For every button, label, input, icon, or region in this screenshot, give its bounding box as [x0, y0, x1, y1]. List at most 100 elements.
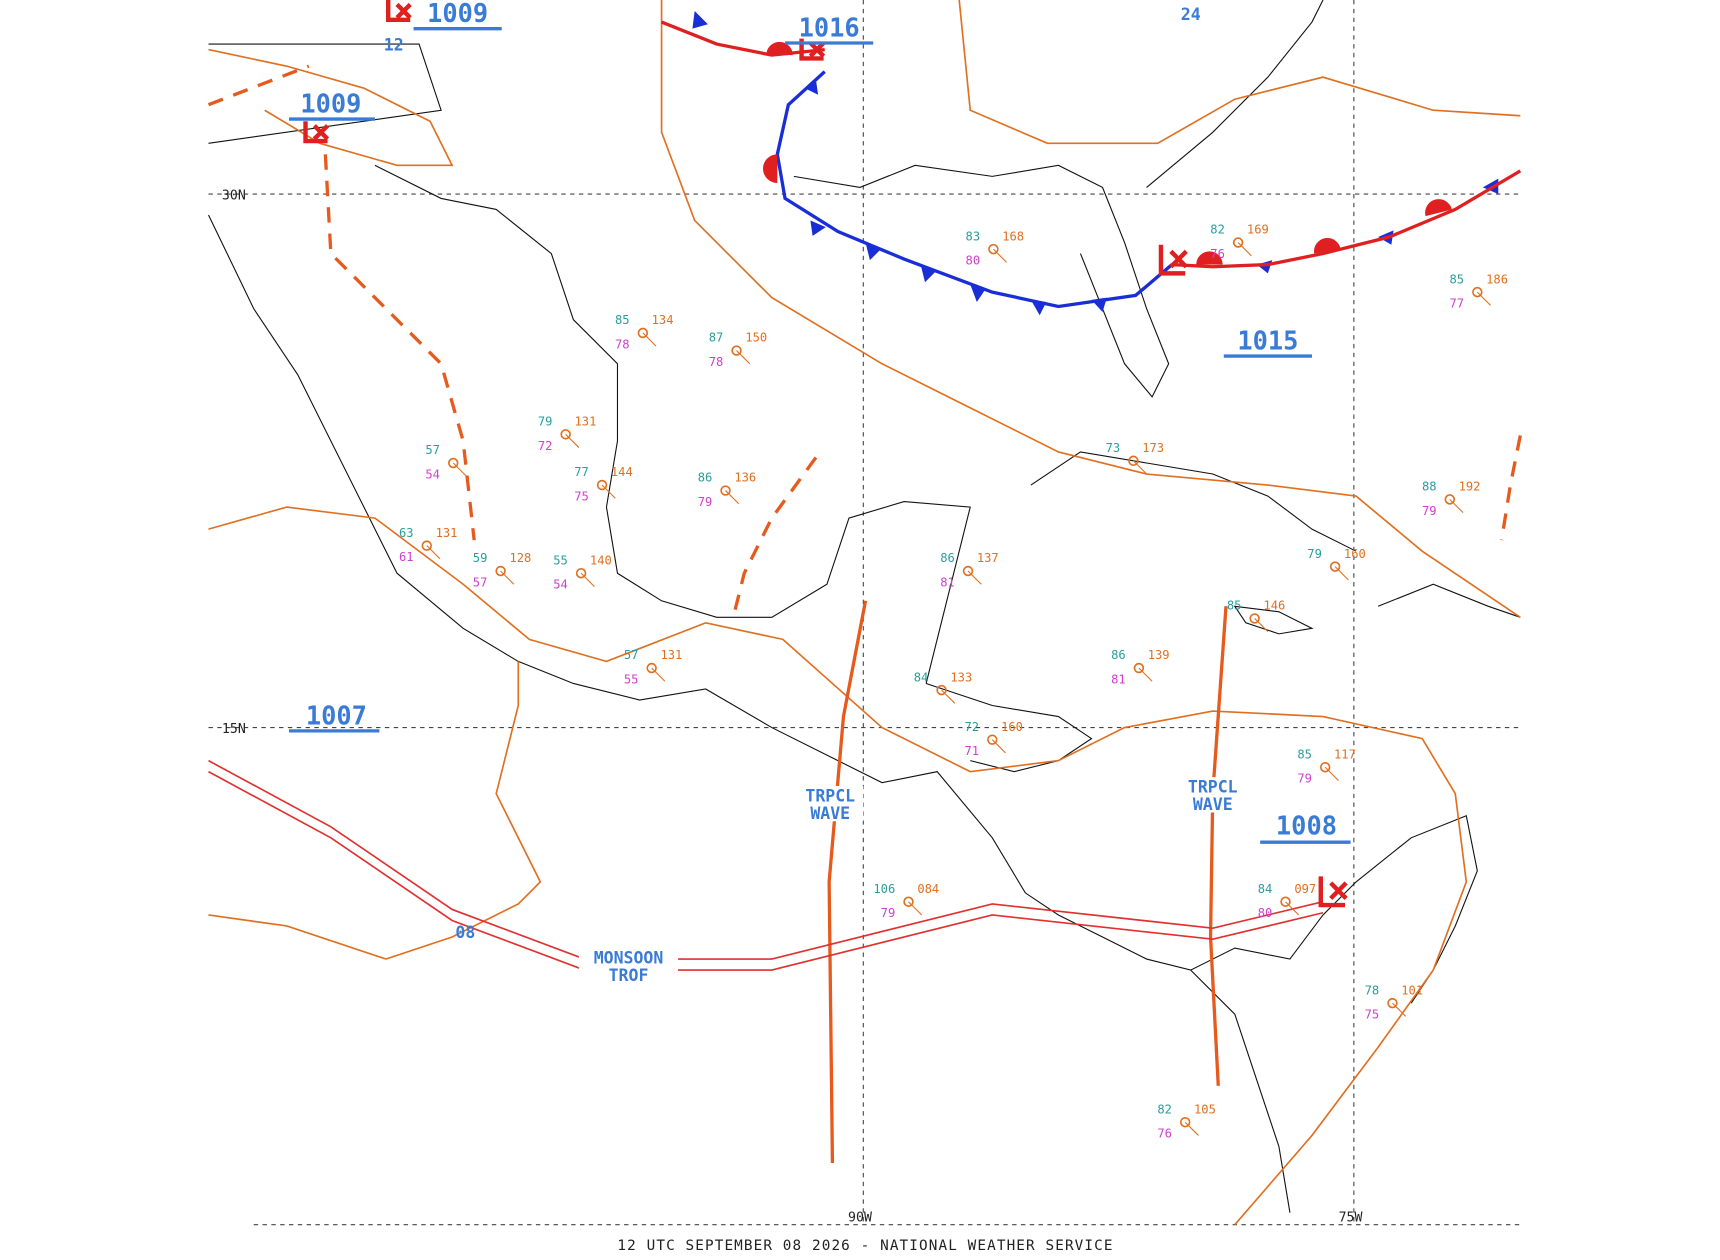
- wind-barb: [452, 462, 467, 477]
- front-bumps: [762, 41, 1452, 265]
- station-symbol: [646, 662, 657, 674]
- station-symbol: [936, 684, 947, 696]
- station-temp: 85: [615, 313, 630, 327]
- station-pressure: 128: [509, 551, 531, 565]
- station-symbol: [1319, 762, 1331, 773]
- wind-barb: [1138, 667, 1153, 682]
- pressure-center: 1008: [1276, 810, 1337, 840]
- station-symbol: [987, 734, 998, 745]
- station-temp: 86: [698, 471, 713, 485]
- center-label: 12: [384, 36, 404, 55]
- station-symbol: [575, 567, 587, 579]
- monsoon-trough-label: TROF: [609, 966, 649, 985]
- wind-barb: [1449, 498, 1464, 513]
- isobars: [208, 0, 1521, 1226]
- station-temp: 57: [624, 648, 639, 662]
- station-dewpoint: 81: [1111, 672, 1126, 686]
- wind-barb: [1334, 566, 1349, 581]
- station-pressure: 133: [950, 670, 972, 684]
- station-temp: 79: [538, 415, 553, 429]
- station-temp: 84: [1258, 882, 1273, 896]
- station-temp: 85: [1297, 747, 1312, 761]
- station-temp: 83: [966, 229, 981, 243]
- station-dewpoint: 80: [1258, 906, 1273, 920]
- station-dewpoint: 75: [1365, 1008, 1380, 1022]
- station-symbol: [1444, 494, 1455, 505]
- pressure-underlines: [288, 27, 1351, 844]
- station-pressure: 105: [1194, 1102, 1216, 1116]
- station-pressure: 140: [590, 553, 612, 567]
- grid-label: 15N: [222, 722, 246, 737]
- station-temp: 82: [1157, 1102, 1172, 1116]
- label-bg: [797, 803, 864, 822]
- label-bg: [1179, 777, 1246, 795]
- cold-front: [775, 70, 1174, 309]
- tropical-wave-label: WAVE: [1193, 795, 1233, 814]
- station-dewpoint: 61: [399, 550, 414, 564]
- station-pressure: 084: [917, 882, 939, 896]
- station-pressure: 097: [1294, 882, 1316, 896]
- station-symbol: [1472, 286, 1483, 298]
- station-dewpoint: 54: [553, 578, 568, 592]
- station-symbol: [1329, 561, 1341, 572]
- station-temp: 82: [1210, 223, 1225, 237]
- wind-barb: [601, 484, 616, 499]
- station-temp: 106: [873, 882, 895, 896]
- monsoon-trough-label: MONSOON: [594, 948, 664, 967]
- wind-barb: [1254, 618, 1269, 633]
- tropical-wave-label: TRPCL: [805, 786, 855, 805]
- station-pressure: 169: [1247, 223, 1269, 237]
- station-temp: 78: [1365, 983, 1380, 997]
- station-symbol: [1128, 455, 1139, 467]
- station-dewpoint: 77: [1450, 297, 1465, 311]
- wind-barb: [941, 689, 956, 704]
- wind-barb: [991, 739, 1006, 754]
- center-label: 08: [455, 923, 475, 942]
- station-dewpoint: 54: [425, 467, 440, 481]
- label-bg: [578, 948, 679, 966]
- station-symbol: [596, 479, 608, 491]
- station-pressure: 144: [611, 465, 633, 479]
- station-pressure: 131: [436, 526, 458, 540]
- station-pressure: 117: [1334, 747, 1356, 761]
- station-dewpoint: 71: [964, 744, 979, 758]
- footer: 12 UTC SEPTEMBER 08 2026 - NATIONAL WEAT…: [617, 1238, 1113, 1254]
- pressure-center: 1015: [1237, 325, 1298, 355]
- station-dewpoint: 78: [615, 337, 630, 351]
- station-temp: 85: [1227, 599, 1242, 613]
- station-symbol: [903, 896, 914, 907]
- station-temp: 79: [1307, 547, 1322, 561]
- station-symbol: [1179, 1116, 1191, 1128]
- station-symbol: [962, 565, 974, 577]
- wind-barb: [1237, 242, 1252, 257]
- station-symbol: [731, 345, 742, 356]
- station-temp: 86: [940, 551, 955, 565]
- station-symbol: [421, 540, 433, 551]
- station-dewpoint: 78: [709, 355, 724, 369]
- station-temp: 87: [709, 331, 724, 345]
- monsoon-trough-line: [208, 759, 1324, 971]
- station-temp: 77: [574, 465, 589, 479]
- pressure-center: 1007: [306, 700, 367, 730]
- station-pressure: 137: [977, 551, 999, 565]
- station-pressure: 139: [1148, 648, 1170, 662]
- wind-barb: [967, 570, 982, 585]
- station-temp: 72: [964, 720, 979, 734]
- station-temp: 59: [473, 551, 488, 565]
- station-temp: 88: [1422, 480, 1437, 494]
- map-frame: [207, 0, 1522, 1226]
- station-pressure: 131: [574, 415, 596, 429]
- station-dewpoint: 79: [698, 495, 713, 509]
- label-bg: [578, 965, 679, 984]
- wind-barb: [992, 248, 1008, 263]
- wind-barb: [1184, 1121, 1199, 1136]
- wind-barb: [642, 332, 657, 347]
- station-dewpoint: 79: [1422, 504, 1437, 518]
- station-temp: 57: [425, 443, 440, 457]
- station-symbol: [1133, 662, 1145, 674]
- station-symbol: [988, 243, 999, 255]
- wind-barb: [1476, 291, 1491, 306]
- station-symbol: [1387, 997, 1398, 1009]
- station-dewpoint: 81: [940, 575, 955, 589]
